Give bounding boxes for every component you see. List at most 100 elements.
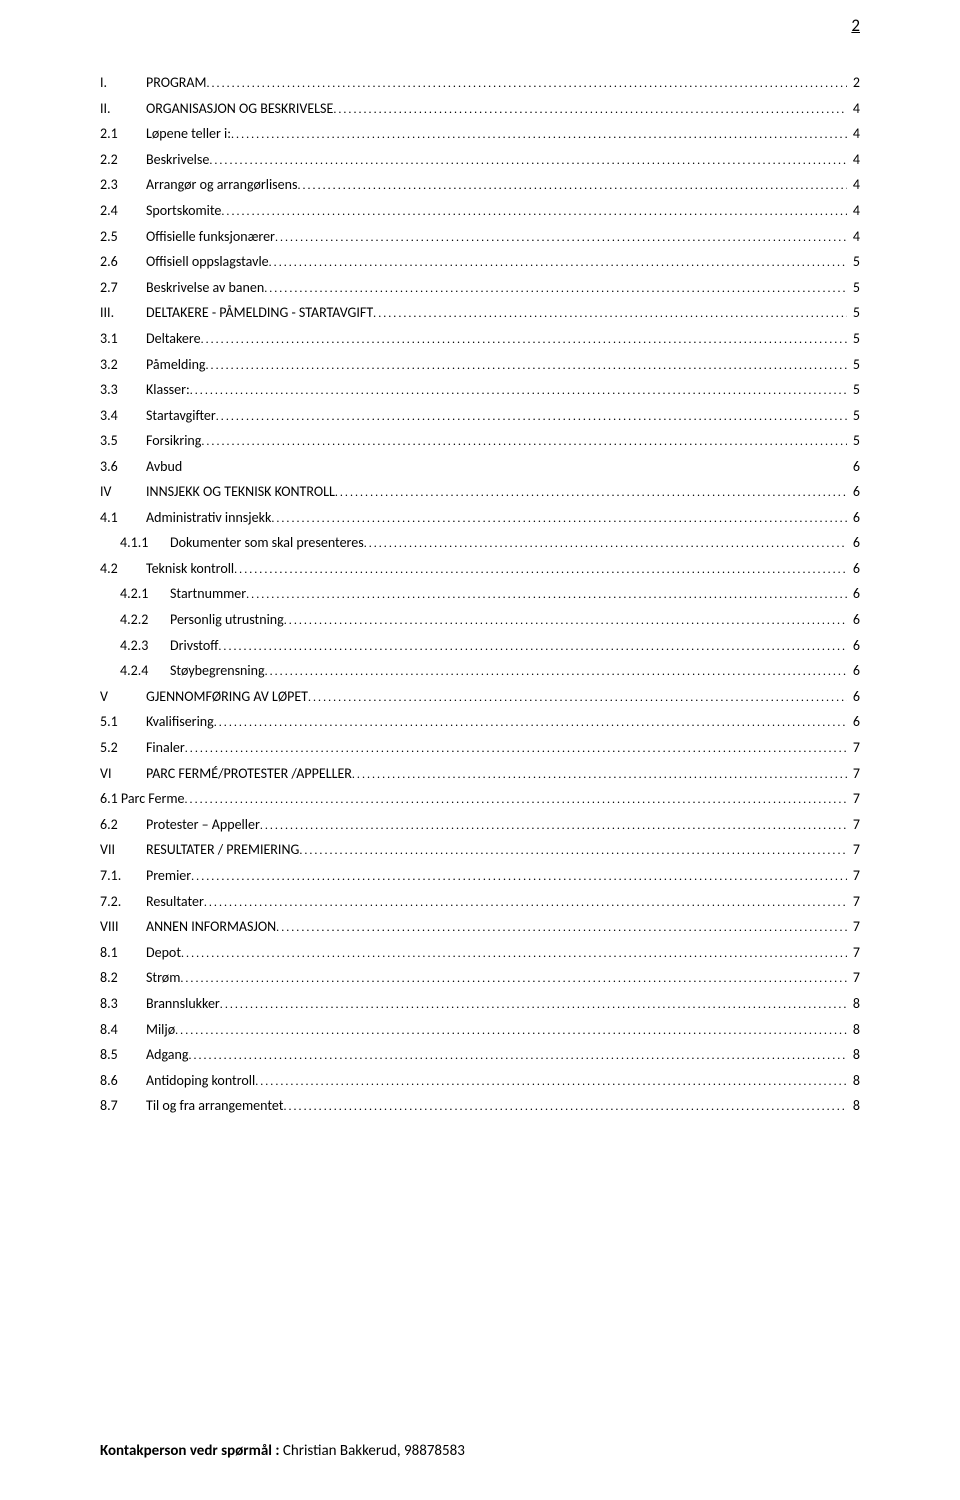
toc-entry-title: 6.1 Parc Ferme [100,786,185,811]
toc-entry-num: I. [100,70,146,95]
toc-dots [231,121,847,147]
toc-entry-num: II. [100,96,146,121]
toc-entry-title: Støybegrensning [170,658,265,683]
toc-entry-num: 8.1 [100,940,146,965]
toc-entry: 7.2.Resultater 7 [100,889,860,915]
toc-entry-title: Avbud [146,454,182,479]
toc-entry-title: Arrangør og arrangørlisens [146,172,297,197]
toc-entry-num: VIII [100,914,146,939]
document-page: 2 I.PROGRAM2II.ORGANISASJON OG BESKRIVEL… [0,0,960,1500]
toc-entry-page: 4 [847,172,860,197]
toc-entry: 6.1 Parc Ferme 7 [100,786,860,812]
toc-entry: 3.4Startavgifter5 [100,403,860,429]
toc-dots [246,581,847,607]
toc-entry-title: Startavgifter [146,403,216,428]
toc-entry: 4.1Administrativ innsjekk6 [100,505,860,531]
toc-entry-title: Deltakere [146,326,201,351]
toc-entry-title: Finaler [146,735,185,760]
toc-dots [220,991,847,1017]
toc-dots [191,863,847,889]
toc-entry: 3.1Deltakere 5 [100,326,860,352]
toc-entry-page: 5 [847,249,860,274]
toc-entry-num: III. [100,300,146,325]
toc-entry-title: RESULTATER / PREMIERING [146,837,299,862]
toc-entry-title: GJENNOMFØRING AV LØPET [146,684,308,709]
toc-entry-title: Strøm [146,965,180,990]
toc-entry-title: Løpene teller i: [146,121,231,146]
toc-entry-num: 2.7 [100,275,146,300]
toc-entry-num: 2.3 [100,172,146,197]
toc-entry-page: 6 [847,530,860,555]
toc-entry-page: 7 [847,889,860,914]
toc-entry-page: 7 [847,914,860,939]
toc-entry-page: 7 [847,812,860,837]
toc-entry-title: Offisielle funksjonærer [146,224,275,249]
toc-entry: 4.2.1Startnummer6 [100,581,860,607]
toc-dots [181,940,847,966]
toc-entry-page: 5 [847,403,860,428]
toc-entry-title: Beskrivelse av banen [146,275,264,300]
toc-entry: 4.1.1Dokumenter som skal presenteres6 [100,530,860,556]
toc-dots [269,249,847,275]
toc-entry-title: Forsikring [146,428,201,453]
toc-entry-page: 6 [847,709,860,734]
toc-entry-page: 6 [847,684,860,709]
toc-dots [275,224,847,250]
toc-entry-num: V [100,684,146,709]
toc-entry: 8.4Miljø8 [100,1017,860,1043]
toc-dots [214,709,847,735]
toc-entry-num: VI [100,761,146,786]
toc-entry-page: 6 [847,454,860,479]
toc-dots [283,1093,846,1119]
toc-entry-page: 4 [847,121,860,146]
toc-entry: 4.2.2Personlig utrustning6 [100,607,860,633]
toc-entry-page: 8 [847,1042,860,1067]
toc-entry-page: 7 [847,965,860,990]
toc-entry: 2.3Arrangør og arrangørlisens 4 [100,172,860,198]
toc-entry: 3.2Påmelding5 [100,352,860,378]
toc-entry-title: Påmelding [146,352,206,377]
toc-entry-num: 3.5 [100,428,146,453]
toc-entry-page: 5 [847,326,860,351]
toc-entry-num: 7.2. [100,889,146,914]
toc-entry-title: Sportskomite [146,198,221,223]
toc-dots [185,786,847,812]
toc-entry: VIPARC FERMÉ/PROTESTER /APPELLER7 [100,761,860,787]
toc-entry-title: Teknisk kontroll [146,556,234,581]
toc-entry-page: 6 [847,556,860,581]
toc-entry: 8.1Depot7 [100,940,860,966]
toc-dots [206,352,847,378]
toc-dots [209,147,847,173]
toc-entry-page: 8 [847,991,860,1016]
toc-entry-num: 3.1 [100,326,146,351]
toc-entry: 4.2.4Støybegrensning6 [100,658,860,684]
toc-dots [333,96,847,122]
toc-dots [260,812,847,838]
toc-entry: 4.2.3Drivstoff6 [100,633,860,659]
toc-entry-num: 8.4 [100,1017,146,1042]
toc-dots [218,633,846,659]
toc-dots [352,761,847,787]
toc-entry-title: PARC FERMÉ/PROTESTER /APPELLER [146,761,352,786]
toc-entry-num: 8.3 [100,991,146,1016]
toc-dots [234,556,847,582]
toc-entry: 6.2Protester – Appeller7 [100,812,860,838]
toc-dots [206,70,846,96]
toc-entry-page: 7 [847,940,860,965]
toc-entry-num: 8.5 [100,1042,146,1067]
toc-entry-page: 8 [847,1068,860,1093]
toc-entry-title: Kvalifisering [146,709,214,734]
toc-entry-page: 4 [847,96,860,121]
toc-entry-title: Resultater [146,889,204,914]
toc-entry-num: 4.2 [100,556,146,581]
toc-entry: 2.2Beskrivelse4 [100,147,860,173]
toc-entry-page: 8 [847,1017,860,1042]
toc-entry-page: 7 [847,786,860,811]
toc-entry: I.PROGRAM2 [100,70,860,96]
toc-dots [221,198,846,224]
toc-dots [297,172,846,198]
toc-entry-page: 7 [847,837,860,862]
toc-entry-title: ANNEN INFORMASJON [146,914,276,939]
toc-entry-num: 2.4 [100,198,146,223]
toc-entry: 8.3Brannslukker8 [100,991,860,1017]
